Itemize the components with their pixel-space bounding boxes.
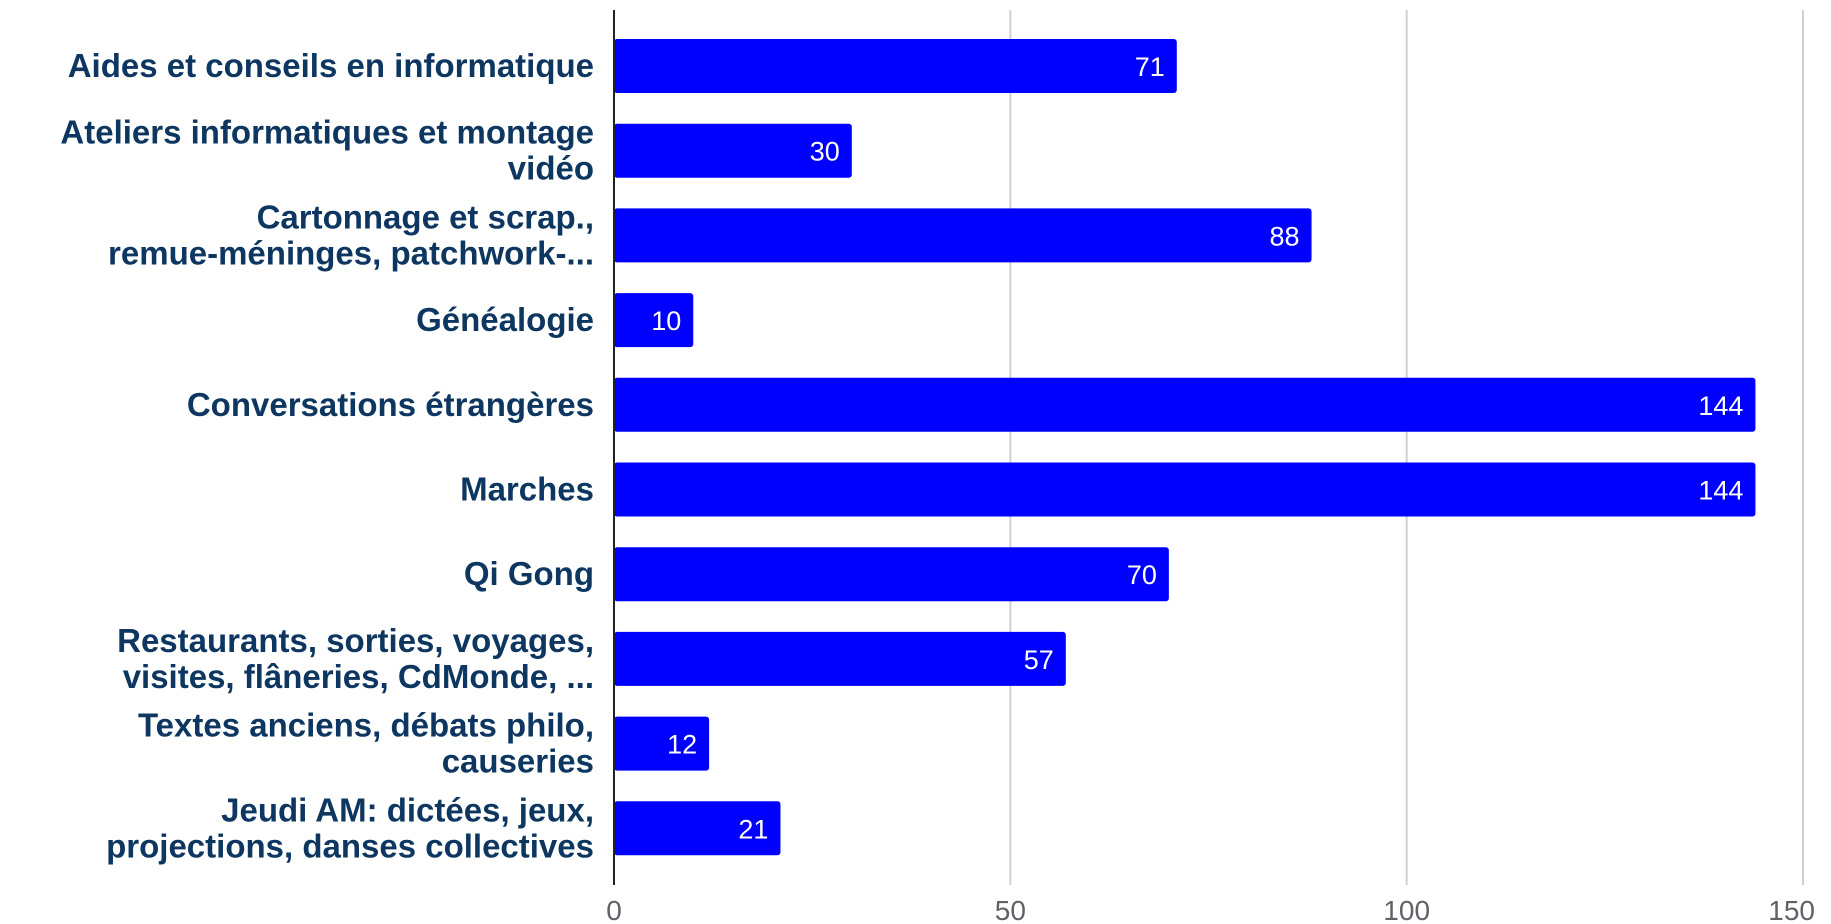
category-label-line: Généalogie: [416, 301, 594, 338]
category-label-line: Qi Gong: [464, 555, 594, 592]
bar: [614, 716, 710, 771]
bar-value-label: 57: [1024, 645, 1054, 675]
category-label: Ateliers informatiques et montage vidéo: [60, 114, 594, 187]
category-label-line: Textes anciens, débats philo,: [138, 707, 594, 744]
category-label: Cartonnage et scrap., remue-méninges, pat…: [108, 198, 594, 271]
bars: 71 30 88 10 144 144 70 57 12 21: [614, 39, 1756, 856]
category-label: Marches: [460, 471, 594, 508]
category-label-line: projections, danses collectives: [106, 827, 594, 864]
x-tick-label: 50: [995, 895, 1026, 924]
category-label-line: Cartonnage et scrap.,: [257, 198, 594, 235]
gridlines: [1009, 10, 1804, 885]
bar-value-label: 30: [810, 137, 840, 167]
category-label-line: Jeudi AM: dictées, jeux,: [221, 791, 594, 828]
category-label-line: Marches: [460, 471, 594, 508]
bar: [614, 123, 852, 178]
category-label-line: Conversations étrangères: [187, 386, 594, 423]
bar-value-label: 21: [738, 814, 768, 844]
category-label-line: causeries: [442, 743, 594, 780]
bar-value-label: 88: [1269, 221, 1299, 251]
bar-value-label: 70: [1127, 560, 1157, 590]
category-label: Aides et conseils en informatique: [68, 47, 594, 84]
bar-value-label: 144: [1698, 476, 1743, 506]
bar: [614, 462, 1756, 517]
bar-value-label: 12: [667, 730, 697, 760]
category-label: Généalogie: [416, 301, 594, 338]
x-tick-label: 100: [1383, 895, 1430, 924]
category-label-line: visites, flâneries, CdMonde, ...: [123, 658, 594, 695]
category-label-line: Aides et conseils en informatique: [68, 47, 594, 84]
bar: [614, 39, 1177, 93]
category-label-line: Restaurants, sorties, voyages,: [117, 622, 594, 659]
bar: [614, 293, 694, 348]
bar-value-label: 10: [651, 306, 681, 336]
x-tick-label: 150: [1768, 895, 1815, 924]
bar: [614, 377, 1756, 432]
category-label: Qi Gong: [464, 555, 594, 592]
category-label: Restaurants, sorties, voyages, visites, f…: [117, 622, 594, 695]
category-label: Conversations étrangères: [187, 386, 594, 423]
category-label: Jeudi AM: dictées, jeux, projections, dan…: [106, 791, 594, 864]
category-label-line: vidéo: [508, 150, 594, 187]
x-tick-label: 0: [606, 895, 622, 924]
category-label: Textes anciens, débats philo, causeries: [138, 707, 594, 780]
bar: [614, 631, 1066, 686]
bar-value-label: 144: [1698, 391, 1743, 421]
x-axis-ticks: 0 50 100 150: [606, 895, 1815, 924]
bar-value-label: 71: [1135, 52, 1165, 82]
category-label-line: Ateliers informatiques et montage: [60, 114, 594, 151]
bar: [614, 208, 1312, 263]
bar: [614, 547, 1169, 602]
category-label-line: remue-méninges, patchwork-...: [108, 234, 594, 271]
category-labels: Aides et conseils en informatique Atelier…: [60, 47, 594, 864]
bar: [614, 801, 781, 856]
